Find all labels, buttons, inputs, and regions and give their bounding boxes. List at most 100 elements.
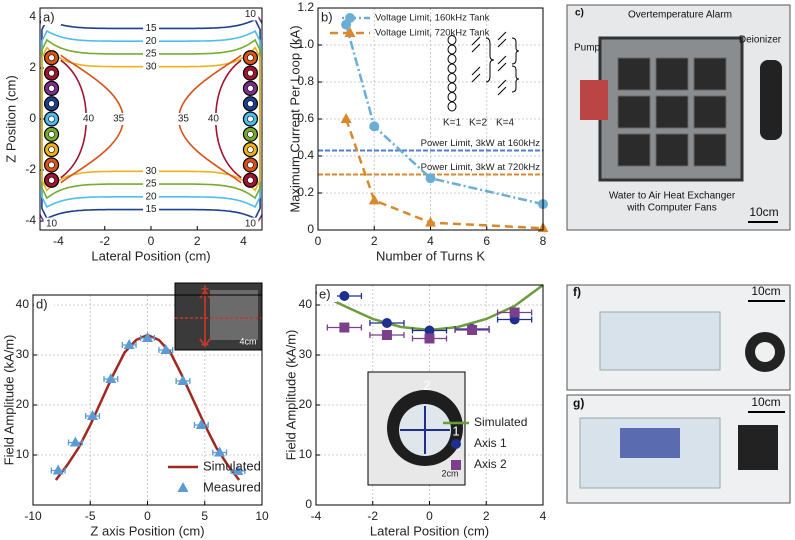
contour-label-bg: [143, 178, 159, 191]
panel-label-bg: [319, 9, 339, 25]
legend-label: Measured: [203, 479, 261, 494]
marker: [123, 339, 135, 349]
contour-label: 35: [113, 114, 125, 125]
photo-label: Water to Air Heat Exchanger: [609, 191, 736, 202]
y-tick-label: 0.2: [297, 185, 314, 199]
marker: [425, 173, 436, 184]
y-tick-label: 0.6: [297, 111, 314, 125]
inset-coil: [447, 101, 457, 112]
coil-core: [48, 100, 55, 107]
y-tick-label: 30: [16, 347, 30, 361]
contour-label-bg: [43, 217, 60, 230]
contour-line: [41, 46, 261, 192]
inset-label: 1: [452, 423, 459, 438]
coil-core: [48, 146, 55, 153]
marker: [339, 291, 350, 301]
pump: [580, 80, 608, 120]
contour-label: 40: [208, 114, 220, 125]
y-tick-label: 10: [16, 447, 30, 461]
marker: [214, 446, 226, 457]
y-tick-label: 0: [29, 111, 36, 125]
legend-label: Voltage Limit, 160kHz Tank: [375, 13, 490, 24]
y-tick-label: 0: [307, 222, 314, 236]
inset-label: K=2: [469, 118, 488, 129]
reference-label: Power Limit, 3kW at 720kHz: [421, 162, 541, 173]
y-tick-label: 0.4: [297, 148, 314, 162]
panel-label: a): [43, 9, 55, 24]
contour-label: 15: [145, 23, 157, 34]
contour-label-bg: [242, 217, 259, 230]
marker: [232, 465, 244, 475]
marker: [509, 307, 520, 318]
contour-label-bg: [80, 113, 97, 125]
contour-label: 10: [245, 9, 257, 20]
coil-core: [48, 131, 55, 138]
contour-label: 25: [145, 179, 157, 190]
marker: [340, 113, 352, 123]
y-tick-label: 4: [29, 9, 36, 23]
coil-core: [48, 85, 55, 92]
x-tick-label: 0: [426, 509, 433, 523]
panel-label-bg: [34, 296, 54, 312]
x-tick-label: -5: [85, 509, 96, 523]
y-tick-label: 0: [305, 497, 312, 511]
panel-label: e): [319, 286, 331, 301]
photo-coil: [738, 425, 778, 470]
plot-frame: [317, 7, 544, 231]
coil-core: [247, 146, 254, 153]
x-tick-label: 2: [194, 234, 201, 248]
contour-line: [41, 29, 261, 209]
inset-label: K=1: [443, 118, 462, 129]
x-tick-label: 4: [427, 234, 434, 248]
coil-core: [247, 161, 254, 169]
marker: [339, 322, 350, 333]
y-tick-label: 20: [299, 397, 313, 411]
inset-brace: [485, 37, 520, 93]
y-tick-label: 40: [299, 297, 313, 311]
coil-core: [247, 115, 254, 123]
marker: [52, 464, 64, 475]
x-tick-label: -4: [53, 234, 64, 248]
marker: [105, 373, 117, 383]
x-tick-label: 10: [255, 509, 269, 523]
photo-label: Pump: [574, 43, 601, 54]
coil-core: [247, 69, 254, 77]
contour-label-bg: [143, 203, 159, 216]
legend-marker: [345, 13, 355, 23]
contour-label-bg: [143, 190, 159, 203]
marker: [160, 344, 172, 354]
x-tick-label: -4: [311, 509, 322, 523]
scale-label: 10cm: [751, 395, 780, 409]
contour-label-bg: [175, 113, 192, 125]
contour-label-bg: [143, 60, 159, 73]
inset-label: 2: [423, 377, 430, 392]
marker: [195, 419, 207, 429]
inset-label: 2cm: [441, 468, 458, 478]
inset-photo-object: [210, 290, 258, 340]
coil-core: [48, 54, 55, 62]
inset-label: +: [201, 281, 209, 297]
inset-label: K=4: [496, 118, 515, 129]
panel-label: f): [573, 285, 581, 299]
y-tick-label: -2: [25, 162, 36, 176]
contour-label: 35: [178, 114, 190, 125]
contour-label: 10: [46, 218, 58, 229]
x-tick-label: 4: [240, 234, 247, 248]
y-tick-label: 1.0: [297, 37, 314, 51]
y-tick-label: 10: [299, 447, 313, 461]
contour-label-bg: [242, 8, 259, 21]
x-axis-label: Lateral Position (cm): [370, 523, 489, 538]
scale-label: 10cm: [749, 205, 778, 219]
y-axis-label: Field Amplitude (kA/m): [1, 335, 16, 466]
coil-core: [247, 85, 254, 92]
coil-core: [247, 54, 254, 62]
photo-f: f) 10cm: [566, 284, 791, 391]
scale-label: 10cm: [751, 284, 780, 298]
x-tick-label: -2: [99, 234, 110, 248]
y-axis-label: Field Amplitude (kA/m): [283, 330, 298, 461]
x-tick-label: 2: [371, 234, 378, 248]
fans: [617, 57, 727, 167]
contour-label-bg: [143, 35, 159, 48]
contour-label: 15: [145, 204, 157, 215]
